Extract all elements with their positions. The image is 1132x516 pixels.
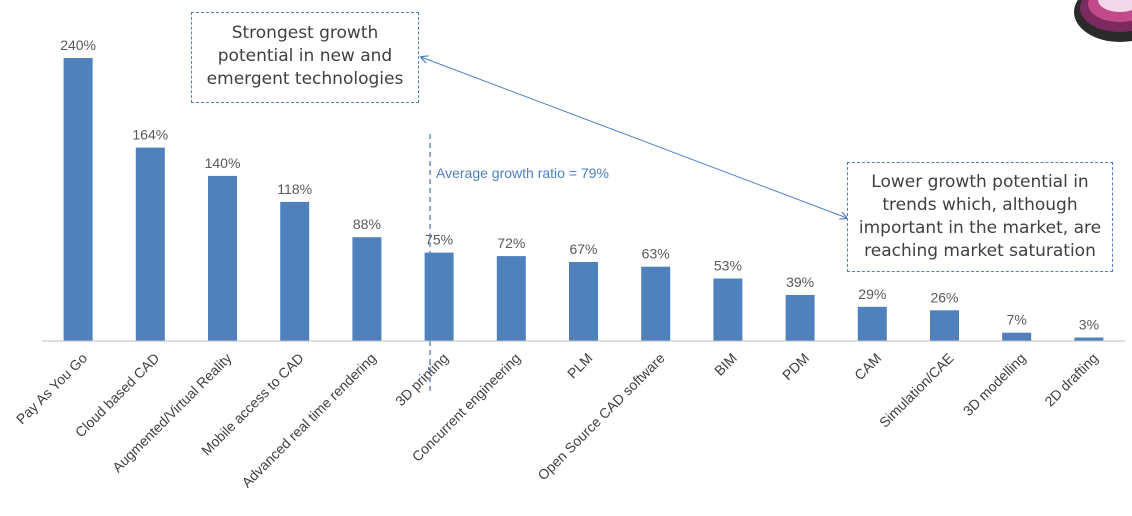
value-label: 26% <box>930 289 958 305</box>
value-label: 53% <box>714 258 742 274</box>
category-label: 3D printing <box>392 350 451 409</box>
bar <box>857 306 887 341</box>
bar <box>352 237 382 341</box>
category-label: Open Source CAD software <box>534 350 668 484</box>
bars <box>63 58 1104 341</box>
category-label: PLM <box>564 350 596 382</box>
category-label: 2D drafting <box>1041 350 1101 410</box>
value-label: 72% <box>497 235 525 251</box>
value-label: 118% <box>277 181 312 197</box>
bar <box>424 252 454 341</box>
category-label: PDM <box>779 350 812 383</box>
value-label: 164% <box>132 127 168 143</box>
bar <box>208 175 237 341</box>
callout-low-growth: Lower growth potential in trends which, … <box>847 162 1113 272</box>
value-label: 39% <box>786 274 814 290</box>
double-arrow-connector <box>421 57 847 218</box>
bar <box>713 278 743 341</box>
bar <box>930 310 959 341</box>
bar <box>785 295 815 341</box>
category-label: BIM <box>711 350 740 379</box>
bar <box>1074 337 1104 341</box>
category-label: Pay As You Go <box>13 350 91 428</box>
category-label: Simulation/CAE <box>876 350 957 431</box>
value-label: 7% <box>1007 312 1027 328</box>
category-label: Advanced real time rendering <box>238 350 379 491</box>
value-label: 240% <box>60 37 96 53</box>
value-label: 67% <box>569 241 597 257</box>
average-growth-label: Average growth ratio = 79% <box>436 165 609 181</box>
value-label: 63% <box>642 246 670 262</box>
logo-icon <box>1074 0 1132 42</box>
category-label: 3D modelling <box>960 350 1029 419</box>
bar <box>280 201 310 341</box>
callout-high-growth: Strongest growth potential in new and em… <box>191 12 419 103</box>
value-label: 75% <box>425 232 453 248</box>
bar <box>1002 332 1032 341</box>
value-label: 140% <box>205 155 241 171</box>
value-label: 3% <box>1079 317 1099 333</box>
category-label: CAM <box>851 350 884 383</box>
value-label: 29% <box>858 286 886 302</box>
bar <box>641 266 671 341</box>
category-label: Augmented/Virtual Reality <box>109 350 235 476</box>
bar <box>63 58 93 341</box>
bar <box>135 147 165 341</box>
bar <box>496 256 526 341</box>
value-label: 88% <box>353 216 381 232</box>
bar <box>569 262 598 341</box>
value-labels: 240% 164% 140% 118% 88% 75% 72% 67% 63% 53% 39% 29%… <box>60 37 1099 333</box>
